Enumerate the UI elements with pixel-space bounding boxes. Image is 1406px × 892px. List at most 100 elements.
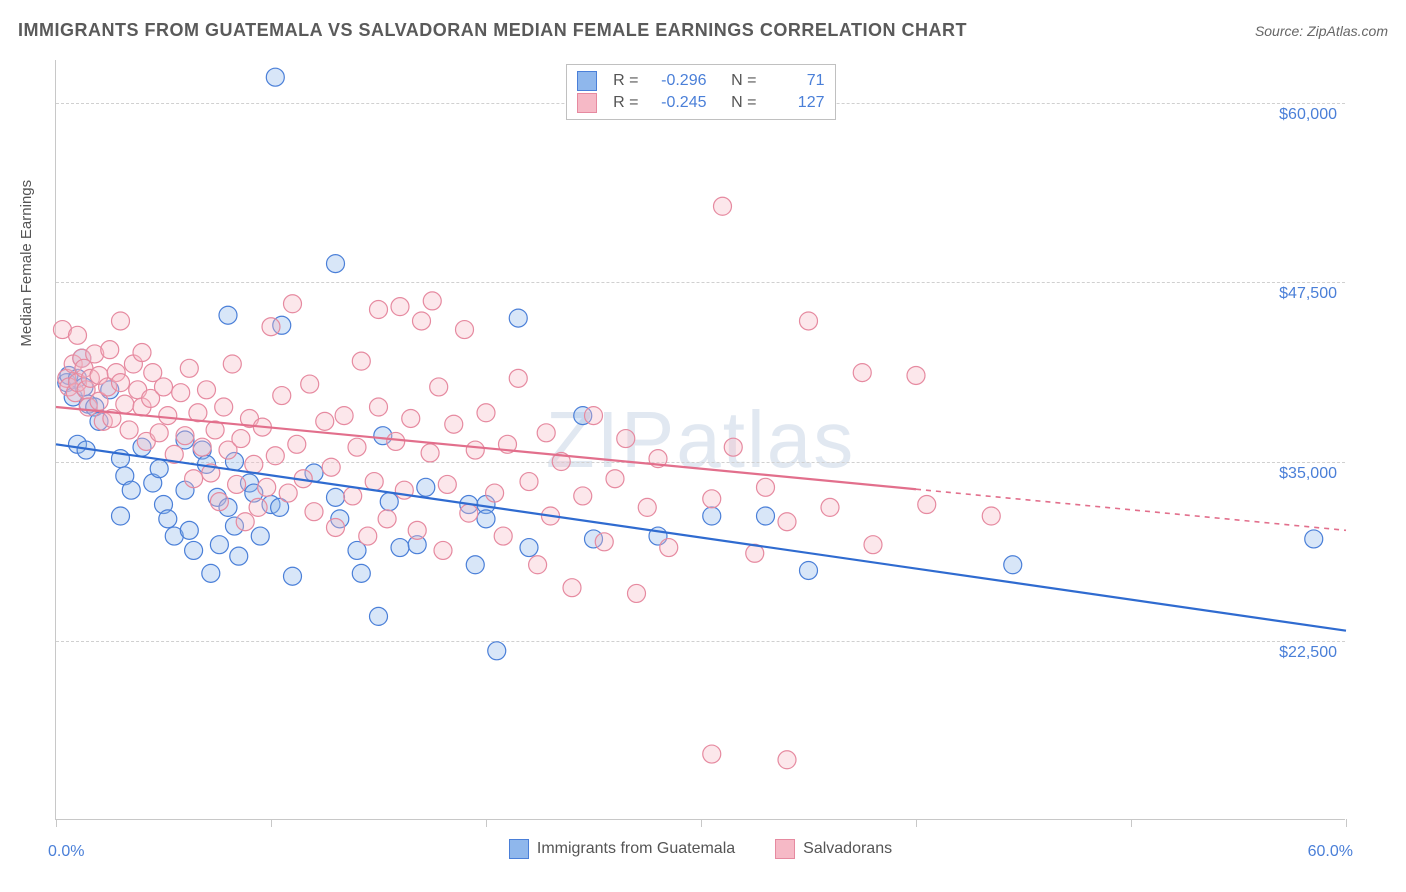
data-point-guatemala (1004, 556, 1022, 574)
x-tick (486, 819, 487, 827)
scatter-svg (56, 60, 1345, 819)
source-label: Source: (1255, 23, 1303, 39)
data-point-salvadoran (387, 432, 405, 450)
data-point-salvadoran (918, 496, 936, 514)
data-point-guatemala (202, 564, 220, 582)
legend-item-salvadoran: Salvadorans (775, 839, 892, 859)
data-point-salvadoran (864, 536, 882, 554)
data-point-salvadoran (438, 475, 456, 493)
data-point-salvadoran (116, 395, 134, 413)
data-point-guatemala (150, 460, 168, 478)
data-point-salvadoran (359, 527, 377, 545)
data-point-guatemala (703, 507, 721, 525)
data-point-salvadoran (249, 498, 267, 516)
data-point-salvadoran (327, 518, 345, 536)
data-point-guatemala (266, 68, 284, 86)
data-point-salvadoran (907, 366, 925, 384)
data-point-salvadoran (430, 378, 448, 396)
data-point-salvadoran (245, 455, 263, 473)
chart-title: IMMIGRANTS FROM GUATEMALA VS SALVADORAN … (18, 20, 967, 41)
source-credit: Source: ZipAtlas.com (1255, 23, 1388, 39)
legend-label-guatemala: Immigrants from Guatemala (537, 840, 735, 858)
data-point-guatemala (284, 567, 302, 585)
data-point-salvadoran (724, 438, 742, 456)
data-point-salvadoran (574, 487, 592, 505)
x-tick (916, 819, 917, 827)
data-point-salvadoran (460, 504, 478, 522)
data-point-guatemala (251, 527, 269, 545)
data-point-guatemala (477, 510, 495, 528)
data-point-salvadoran (537, 424, 555, 442)
data-point-guatemala (210, 536, 228, 554)
data-point-salvadoran (421, 444, 439, 462)
data-point-salvadoran (120, 421, 138, 439)
data-point-guatemala (380, 493, 398, 511)
data-point-salvadoran (236, 513, 254, 531)
legend-item-guatemala: Immigrants from Guatemala (509, 839, 735, 859)
x-tick (56, 819, 57, 827)
data-point-salvadoran (322, 458, 340, 476)
data-point-guatemala (327, 255, 345, 273)
data-point-guatemala (185, 541, 203, 559)
data-point-salvadoran (408, 521, 426, 539)
x-tick (1131, 819, 1132, 827)
x-tick (1346, 819, 1347, 827)
data-point-guatemala (112, 507, 130, 525)
legend-swatch-salvadoran (775, 839, 795, 859)
data-point-salvadoran (660, 539, 678, 557)
data-point-salvadoran (365, 473, 383, 491)
data-point-salvadoran (778, 513, 796, 531)
data-point-guatemala (391, 539, 409, 557)
data-point-salvadoran (215, 398, 233, 416)
legend-swatch-salvadoran (577, 93, 597, 113)
x-tick (701, 819, 702, 827)
data-point-salvadoran (778, 751, 796, 769)
data-point-salvadoran (434, 541, 452, 559)
legend-r-value-guatemala: -0.296 (647, 72, 707, 90)
plot-area: ZIPatlas $22,500$35,000$47,500$60,000 R … (55, 60, 1345, 820)
data-point-salvadoran (370, 301, 388, 319)
data-point-salvadoran (413, 312, 431, 330)
data-point-salvadoran (112, 374, 130, 392)
legend-n-label: N = (719, 94, 757, 112)
data-point-salvadoran (185, 470, 203, 488)
data-point-salvadoran (301, 375, 319, 393)
data-point-salvadoran (262, 318, 280, 336)
data-point-salvadoran (159, 407, 177, 425)
data-point-salvadoran (150, 424, 168, 442)
data-point-guatemala (1305, 530, 1323, 548)
data-point-salvadoran (155, 378, 173, 396)
legend-n-value-salvadoran: 127 (765, 94, 825, 112)
data-point-salvadoran (509, 369, 527, 387)
data-point-salvadoran (273, 387, 291, 405)
data-point-salvadoran (344, 487, 362, 505)
data-point-guatemala (800, 561, 818, 579)
data-point-salvadoran (335, 407, 353, 425)
data-point-salvadoran (266, 447, 284, 465)
legend-r-label: R = (605, 72, 639, 90)
legend-n-label: N = (719, 72, 757, 90)
data-point-salvadoran (172, 384, 190, 402)
data-point-salvadoran (223, 355, 241, 373)
data-point-salvadoran (391, 298, 409, 316)
data-point-guatemala (757, 507, 775, 525)
data-point-salvadoran (378, 510, 396, 528)
data-point-salvadoran (316, 412, 334, 430)
data-point-salvadoran (370, 398, 388, 416)
legend-r-value-salvadoran: -0.245 (647, 94, 707, 112)
data-point-salvadoran (606, 470, 624, 488)
data-point-salvadoran (520, 473, 538, 491)
data-point-salvadoran (703, 490, 721, 508)
data-point-guatemala (159, 510, 177, 528)
data-point-guatemala (509, 309, 527, 327)
legend-stat-row-guatemala: R =-0.296N =71 (577, 71, 825, 91)
data-point-salvadoran (284, 295, 302, 313)
legend-swatch-guatemala (577, 71, 597, 91)
data-point-salvadoran (617, 430, 635, 448)
data-point-salvadoran (982, 507, 1000, 525)
data-point-salvadoran (445, 415, 463, 433)
data-point-salvadoran (112, 312, 130, 330)
data-point-salvadoran (352, 352, 370, 370)
y-axis-title: Median Female Earnings (18, 180, 35, 347)
data-point-salvadoran (714, 197, 732, 215)
